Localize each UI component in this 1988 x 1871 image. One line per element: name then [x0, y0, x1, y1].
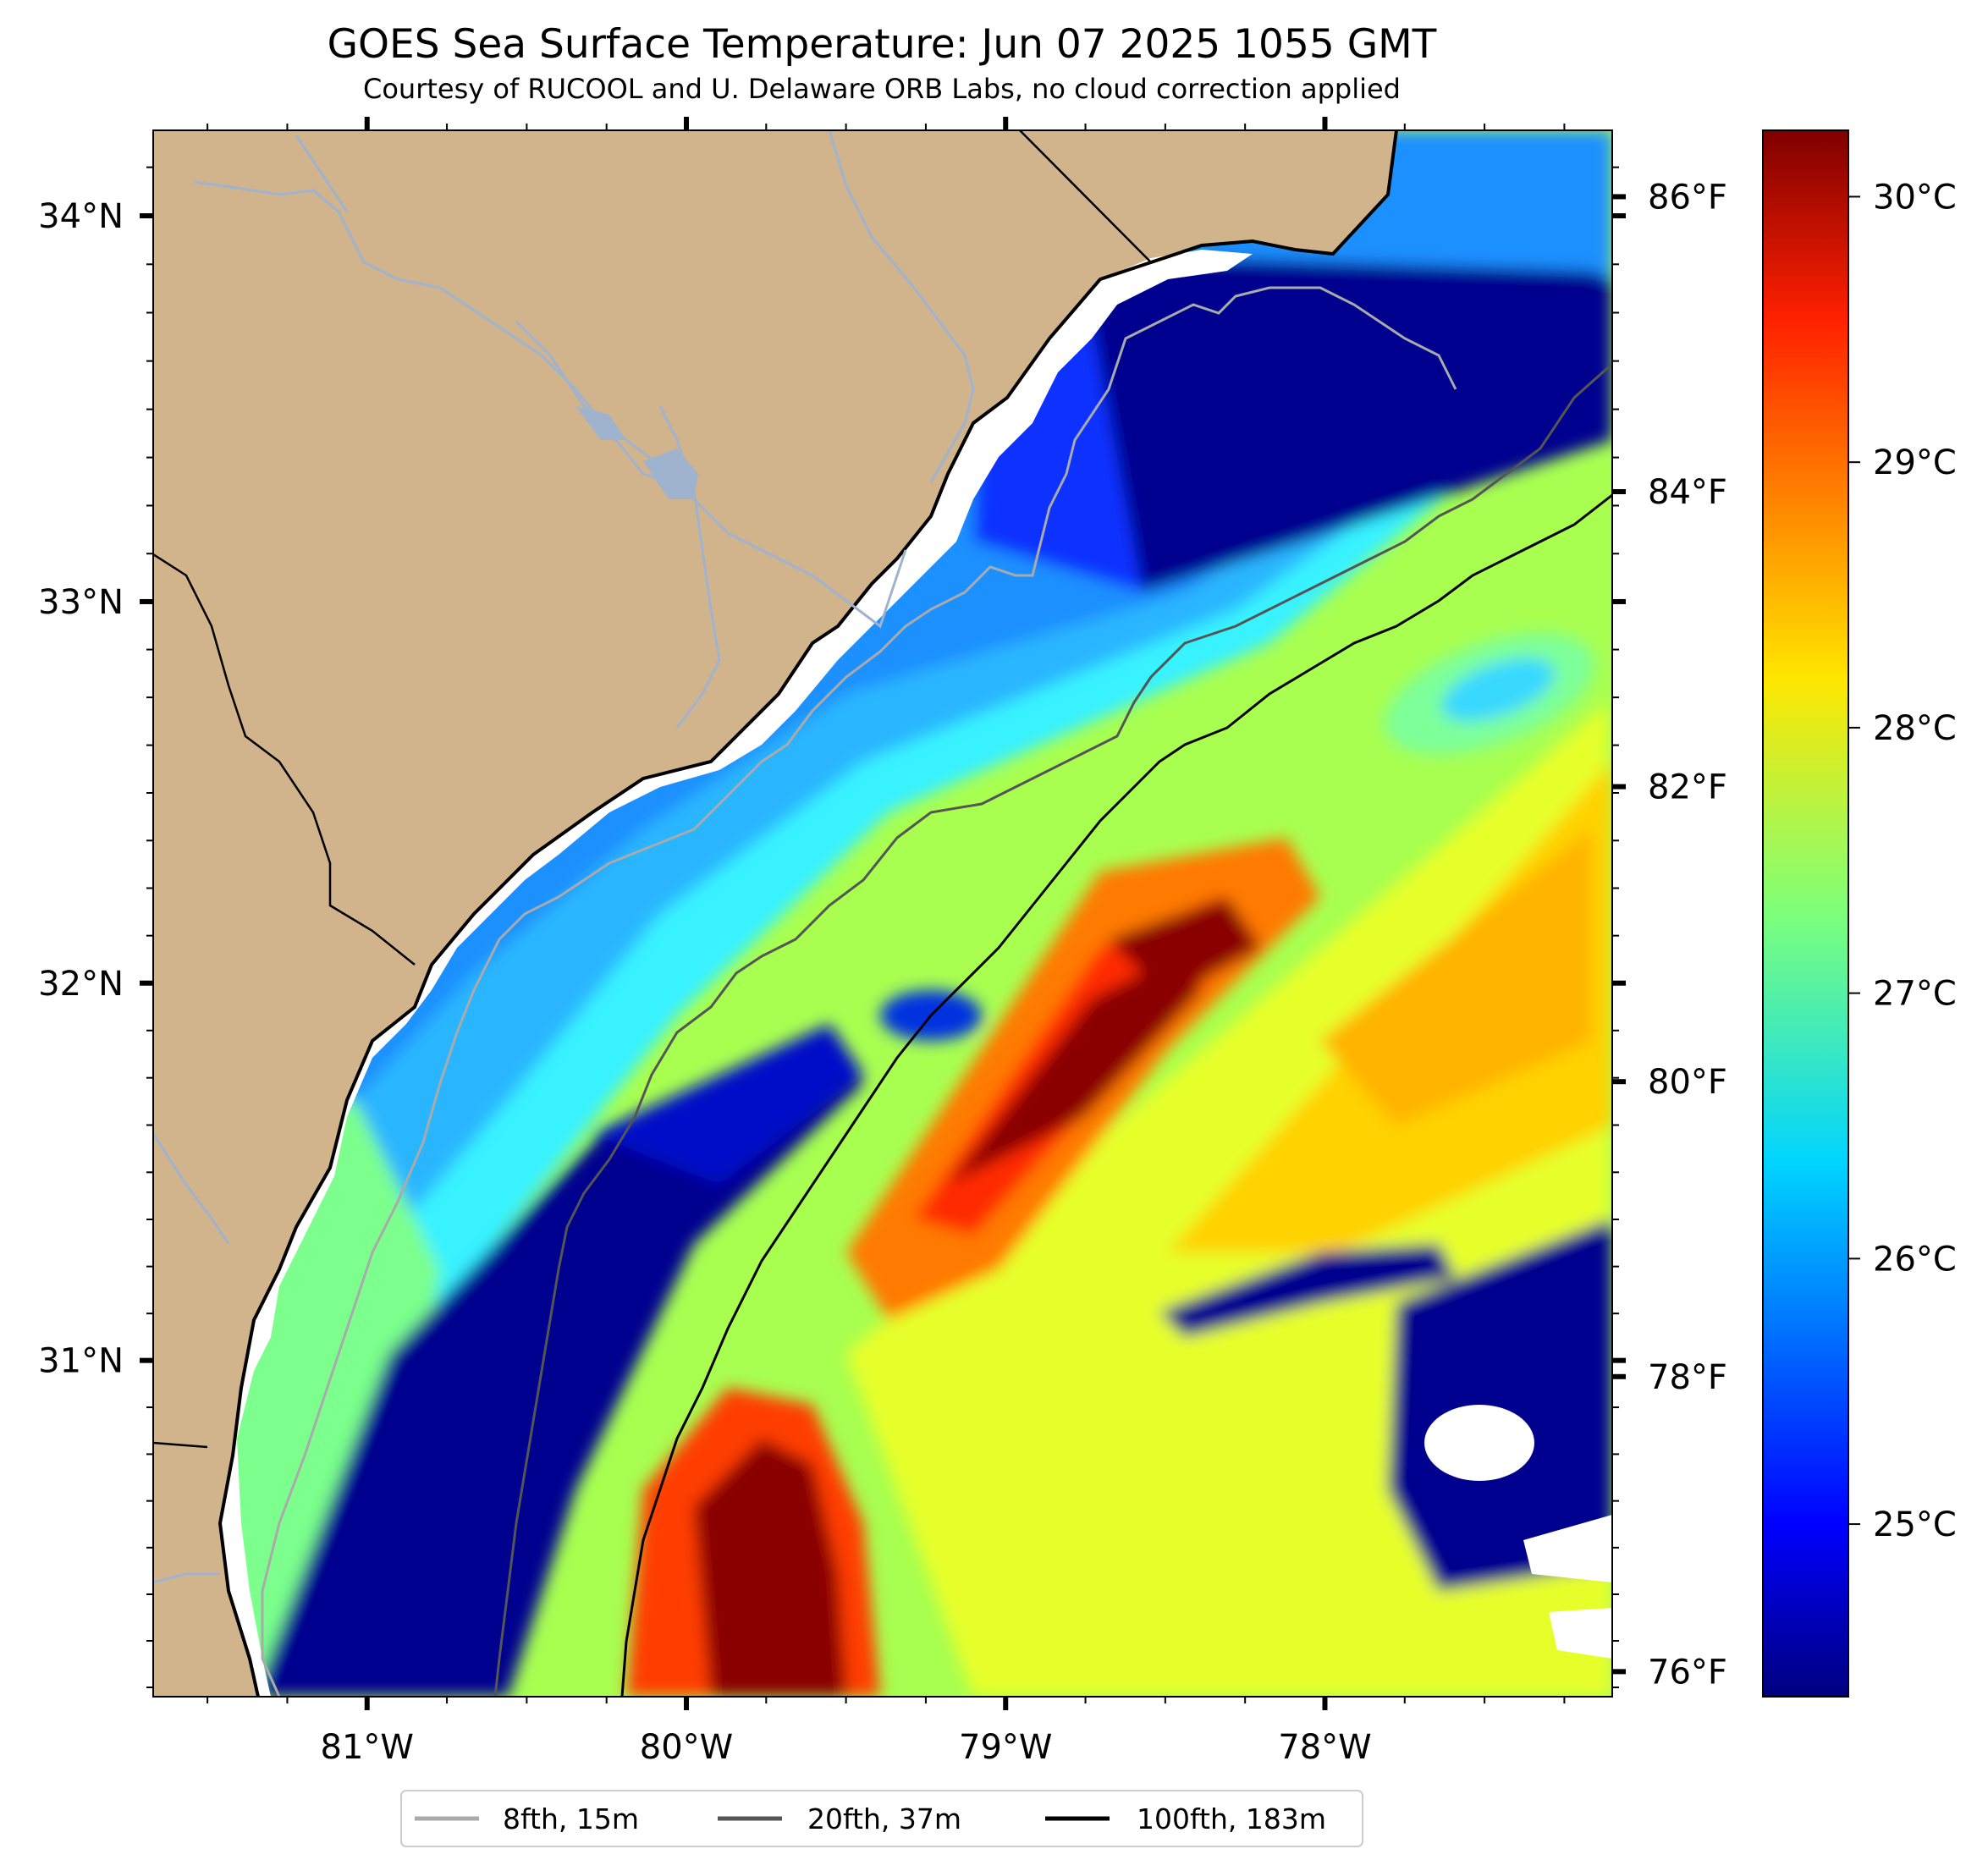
lat-tick-label: 34°N: [38, 197, 124, 236]
lon-tick-label: 80°W: [640, 1728, 733, 1767]
lon-tick-label: 81°W: [321, 1728, 414, 1767]
no-data-patch: [1549, 1608, 1612, 1659]
legend-label-20fth: 20fth, 37m: [807, 1802, 961, 1835]
isobath-20fth: [493, 362, 1612, 1697]
no-data-patch: [1424, 1405, 1534, 1481]
lat-tick-label: 32°N: [38, 965, 124, 1004]
map-title: GOES Sea Surface Temperature: Jun 07 202…: [328, 21, 1437, 68]
coastline: [218, 130, 1398, 1697]
celsius-tick-label: 27°C: [1873, 975, 1957, 1014]
fahrenheit-tick-label: 76°F: [1648, 1653, 1727, 1692]
lat-tick-label: 31°N: [38, 1342, 124, 1381]
fahrenheit-tick-label: 86°F: [1648, 178, 1727, 217]
map-panel: [153, 130, 1612, 1697]
legend-label-8fth: 8fth, 15m: [503, 1802, 639, 1835]
isobath-100fth: [620, 493, 1612, 1697]
lake: [643, 448, 698, 499]
lon-tick-label: 78°W: [1278, 1728, 1371, 1767]
state-border: [1019, 130, 1152, 263]
land-mass: [153, 130, 1396, 1697]
lon-tick-label: 79°W: [959, 1728, 1052, 1767]
state-border: [153, 1441, 208, 1449]
colorbar: [1762, 129, 1849, 1698]
fahrenheit-tick-label: 78°F: [1648, 1358, 1727, 1397]
celsius-tick-label: 29°C: [1873, 443, 1957, 482]
celsius-axis: 25°C 26°C 27°C 28°C 29°C 30°C: [1848, 178, 1957, 1544]
celsius-tick-label: 30°C: [1873, 178, 1957, 217]
fahrenheit-tick-label: 82°F: [1648, 768, 1727, 807]
lake: [575, 406, 626, 440]
map-frame: [152, 129, 1613, 1698]
celsius-tick-label: 26°C: [1873, 1240, 1957, 1279]
isobath-legend: 8fth, 15m 20fth, 37m 100fth, 183m: [400, 1790, 1363, 1847]
map-subtitle: Courtesy of RUCOOL and U. Delaware ORB L…: [363, 73, 1401, 105]
longitude-axis: 81°W 80°W 79°W 78°W: [207, 117, 1566, 1767]
fahrenheit-axis: 76°F 78°F 80°F 82°F 84°F 86°F: [1612, 178, 1727, 1692]
latitude-axis: 34°N 33°N 32°N 31°N: [38, 166, 1626, 1689]
fahrenheit-tick-label: 84°F: [1648, 473, 1727, 512]
no-data-patch: [1523, 1515, 1612, 1582]
celsius-tick-label: 25°C: [1873, 1505, 1957, 1544]
fahrenheit-tick-label: 80°F: [1648, 1063, 1727, 1102]
legend-label-100fth: 100fth, 183m: [1137, 1802, 1326, 1835]
state-border: [153, 553, 416, 966]
lat-tick-label: 33°N: [38, 583, 124, 622]
celsius-tick-label: 28°C: [1873, 709, 1957, 748]
isobath-8fth: [261, 286, 1457, 1697]
legend-frame: [400, 1790, 1363, 1847]
